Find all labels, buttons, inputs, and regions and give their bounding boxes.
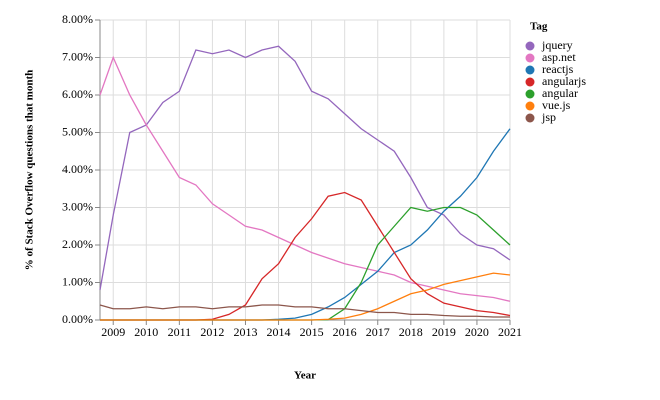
y-tick-label: 7.00%: [62, 49, 93, 63]
x-tick-label: 2021: [498, 325, 522, 339]
series-line: [100, 272, 511, 321]
y-tick-label: 1.00%: [62, 274, 93, 288]
series-line: [99, 45, 511, 291]
legend-swatch: [525, 77, 535, 87]
series-line: [99, 304, 510, 318]
legend-swatch: [525, 89, 535, 99]
x-tick-label: 2017: [366, 325, 390, 339]
y-tick-label: 5.00%: [62, 124, 93, 138]
legend-swatch: [525, 113, 535, 123]
x-tick-label: 2016: [333, 325, 357, 339]
legend-label: jquery: [541, 38, 573, 52]
legend-label: vue.js: [542, 98, 571, 112]
series-line: [100, 191, 511, 321]
x-tick-label: 2011: [168, 325, 192, 339]
legend-swatch: [525, 41, 535, 51]
x-tick-label: 2010: [134, 325, 158, 339]
legend-label: angularjs: [542, 74, 586, 88]
legend-swatch: [525, 53, 535, 63]
y-tick-label: 8.00%: [62, 12, 93, 26]
x-tick-label: 2014: [267, 325, 291, 339]
y-tick-label: 4.00%: [62, 162, 93, 176]
x-tick-label: 2012: [200, 325, 224, 339]
y-axis-title: % of Stack Overflow questions that month: [24, 70, 36, 270]
x-tick-label: 2015: [300, 325, 324, 339]
y-tick-label: 6.00%: [62, 87, 93, 101]
series-line: [100, 206, 511, 321]
legend-label: angular: [542, 86, 578, 100]
x-tick-label: 2020: [465, 325, 489, 339]
y-tick-label: 3.00%: [62, 199, 93, 213]
x-tick-label: 2019: [432, 325, 456, 339]
legend-title: Tag: [530, 21, 548, 33]
legend-label: asp.net: [542, 50, 576, 64]
legend-label: reactjs: [542, 62, 574, 76]
x-tick-label: 2018: [399, 325, 423, 339]
x-tick-label: 2013: [233, 325, 257, 339]
y-tick-label: 0.00%: [62, 312, 93, 326]
x-tick-label: 2009: [101, 325, 125, 339]
series-line: [99, 55, 511, 302]
y-tick-label: 2.00%: [62, 237, 93, 251]
legend-label: jsp: [541, 110, 556, 124]
legend-swatch: [525, 65, 535, 75]
legend-swatch: [525, 101, 535, 111]
x-axis-title: Year: [294, 370, 316, 382]
